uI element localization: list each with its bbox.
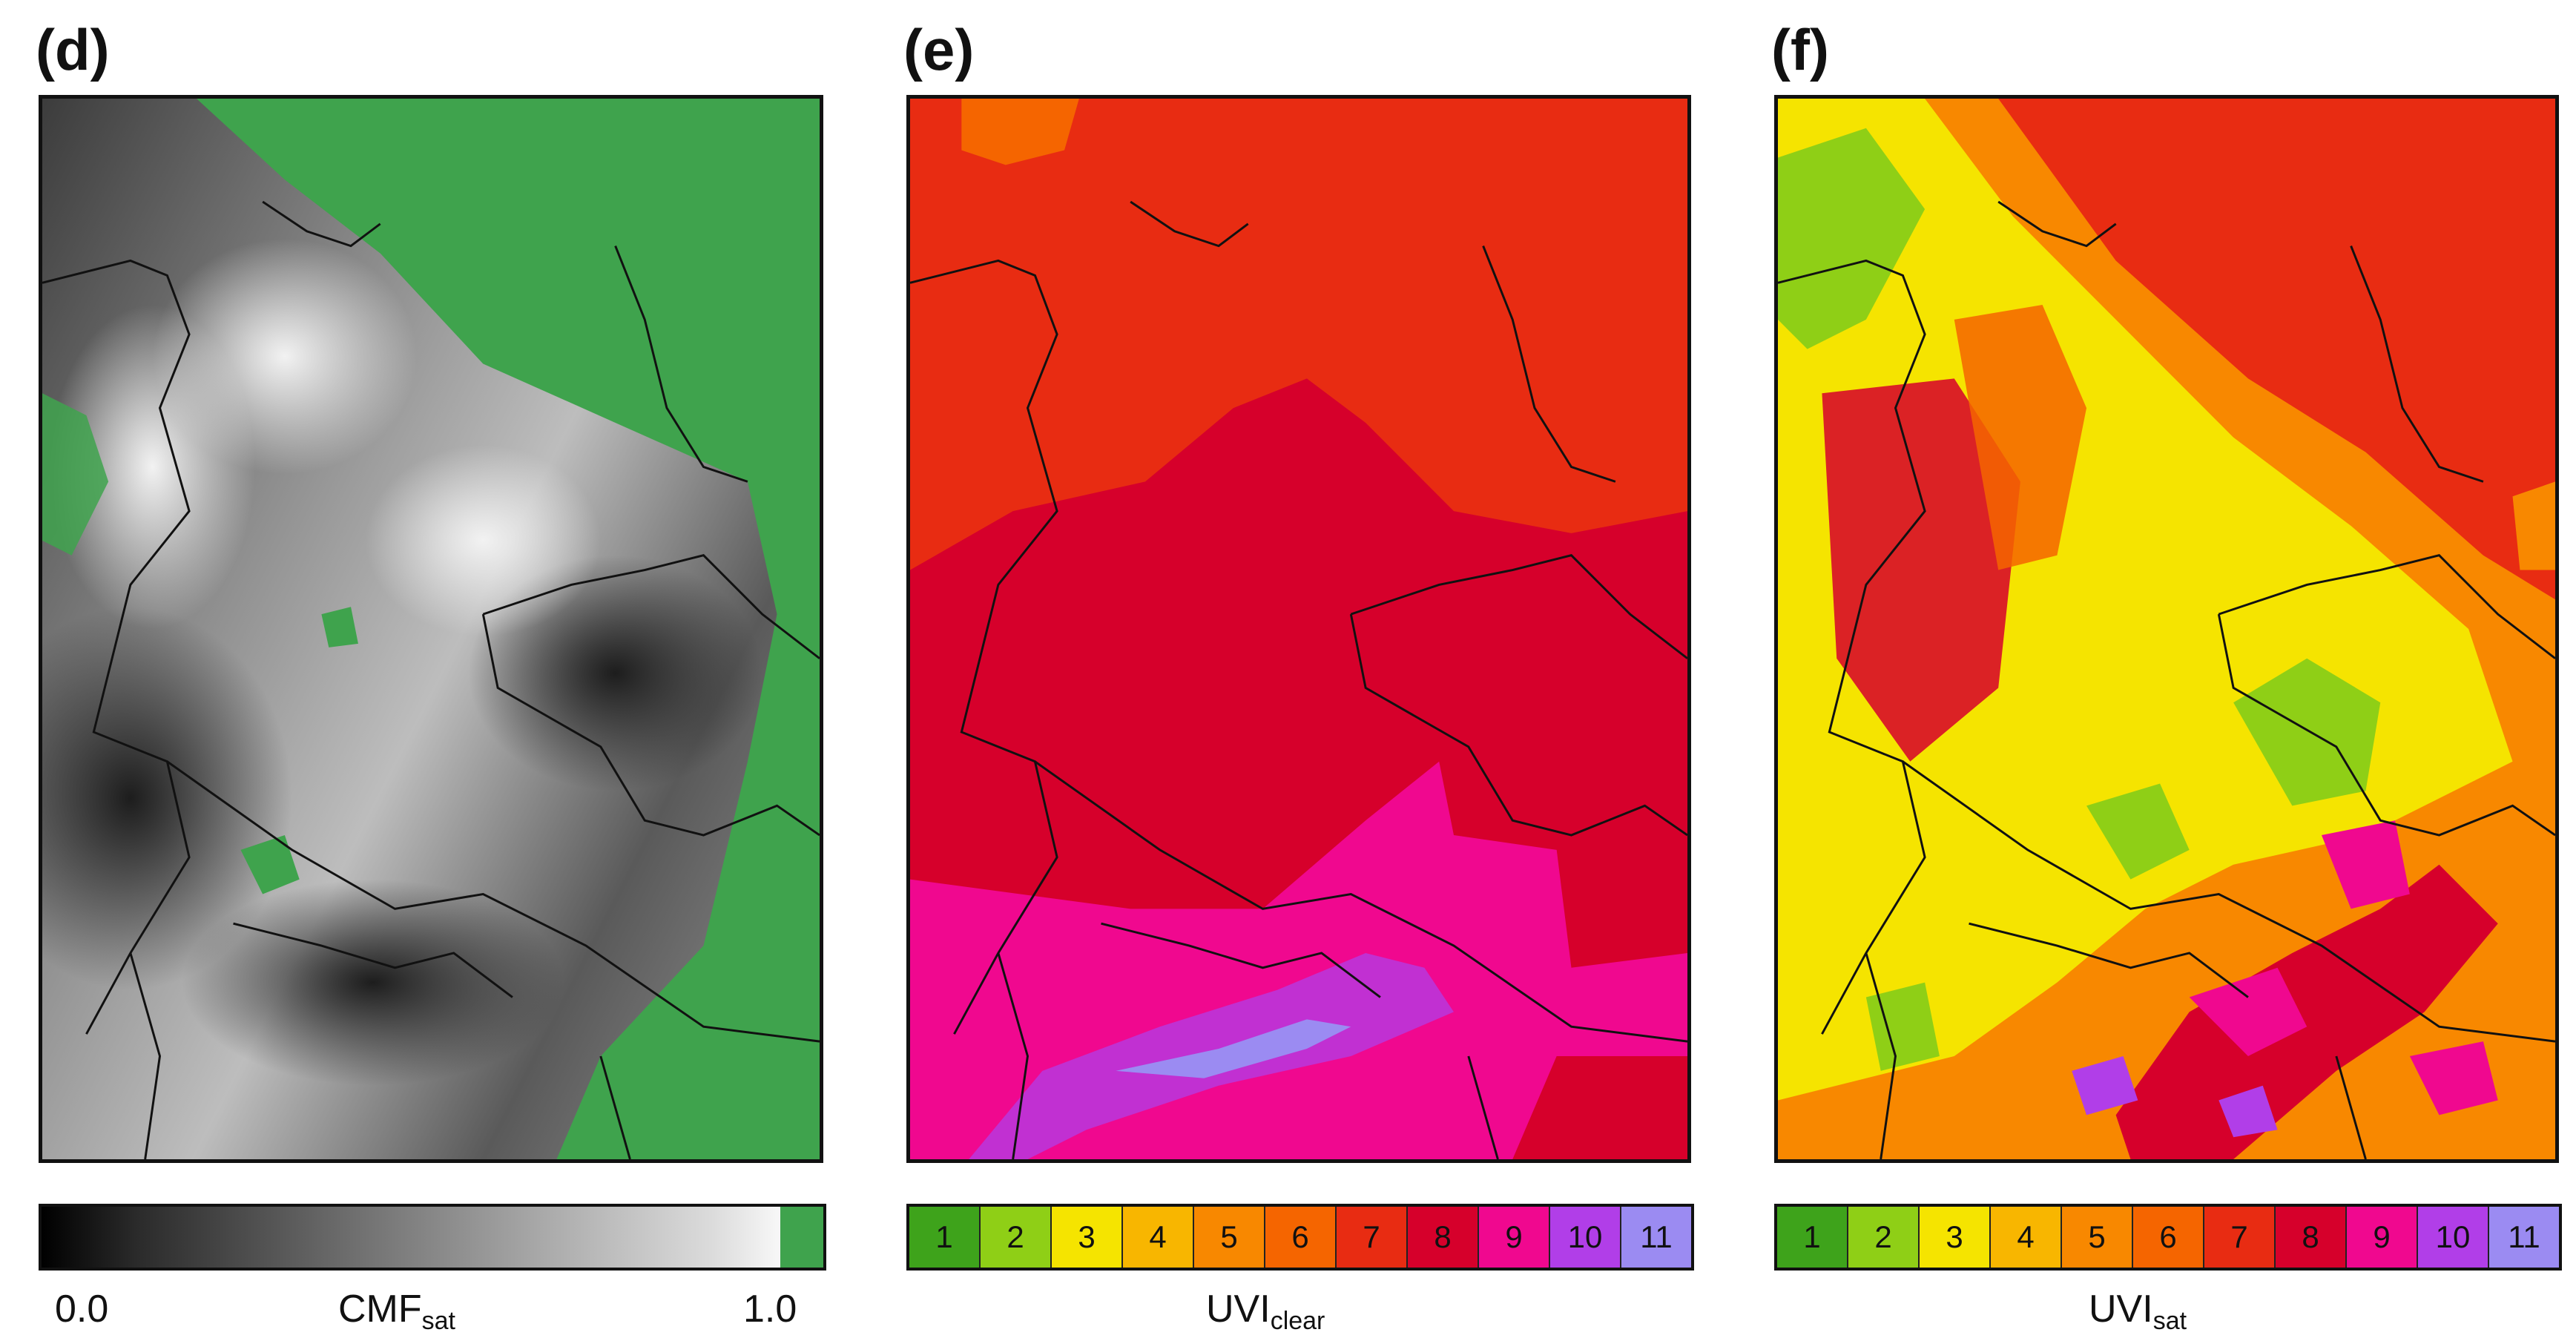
panel-e: (e) 1 2 3 4 5 6 <box>887 0 1694 1338</box>
uvi-class-9: 9 <box>1479 1207 1550 1268</box>
uvi-class-5: 5 <box>2062 1207 2133 1268</box>
uvi-sat-map <box>1774 95 2559 1163</box>
uvi-class-7: 7 <box>1337 1207 1408 1268</box>
uvi-class-1: 1 <box>1777 1207 1848 1268</box>
uvi-class-5: 5 <box>1194 1207 1265 1268</box>
uvi-class-9: 9 <box>2347 1207 2418 1268</box>
cmf-colorbar <box>39 1204 826 1271</box>
uvi-class-11: 11 <box>2489 1207 2559 1268</box>
uvi-class-8: 8 <box>2276 1207 2347 1268</box>
uvi-class-2: 2 <box>1848 1207 1920 1268</box>
uvi-class-6: 6 <box>2133 1207 2204 1268</box>
uvi-class-3: 3 <box>1920 1207 1991 1268</box>
uvi-class-2: 2 <box>981 1207 1052 1268</box>
uvi-sat-colorbar-title: UVIsat <box>2089 1288 2187 1335</box>
uvi-class-4: 4 <box>1991 1207 2062 1268</box>
uvi-class-6: 6 <box>1265 1207 1337 1268</box>
panel-label: (d) <box>36 17 110 82</box>
uvi-class-8: 8 <box>1408 1207 1479 1268</box>
panel-f: (f) <box>1755 0 2562 1338</box>
uvi-clear-map-image <box>910 99 1687 1159</box>
uvi-clear-map <box>906 95 1691 1163</box>
uvi-clear-colorbar: 1 2 3 4 5 6 7 8 9 10 11 <box>906 1204 1694 1271</box>
cmf-tick-max: 1.0 <box>743 1288 797 1331</box>
panel-label: (f) <box>1771 17 1829 82</box>
panel-d: (d) <box>19 0 826 1338</box>
uvi-class-10: 10 <box>2418 1207 2489 1268</box>
uvi-sat-map-image <box>1778 99 2555 1159</box>
cmf-colorbar-title: CMFsat <box>338 1288 455 1335</box>
uvi-clear-colorbar-title: UVIclear <box>1206 1288 1325 1335</box>
cmf-map <box>39 95 823 1163</box>
uvi-sat-colorbar: 1 2 3 4 5 6 7 8 9 10 11 <box>1774 1204 2562 1271</box>
uvi-class-3: 3 <box>1052 1207 1123 1268</box>
uvi-class-11: 11 <box>1621 1207 1691 1268</box>
panel-label: (e) <box>903 17 975 82</box>
uvi-class-10: 10 <box>1550 1207 1621 1268</box>
cmf-tick-min: 0.0 <box>55 1288 109 1331</box>
uvi-class-7: 7 <box>2204 1207 2276 1268</box>
uvi-class-1: 1 <box>909 1207 981 1268</box>
uvi-class-4: 4 <box>1123 1207 1194 1268</box>
cmf-map-image <box>42 99 820 1159</box>
